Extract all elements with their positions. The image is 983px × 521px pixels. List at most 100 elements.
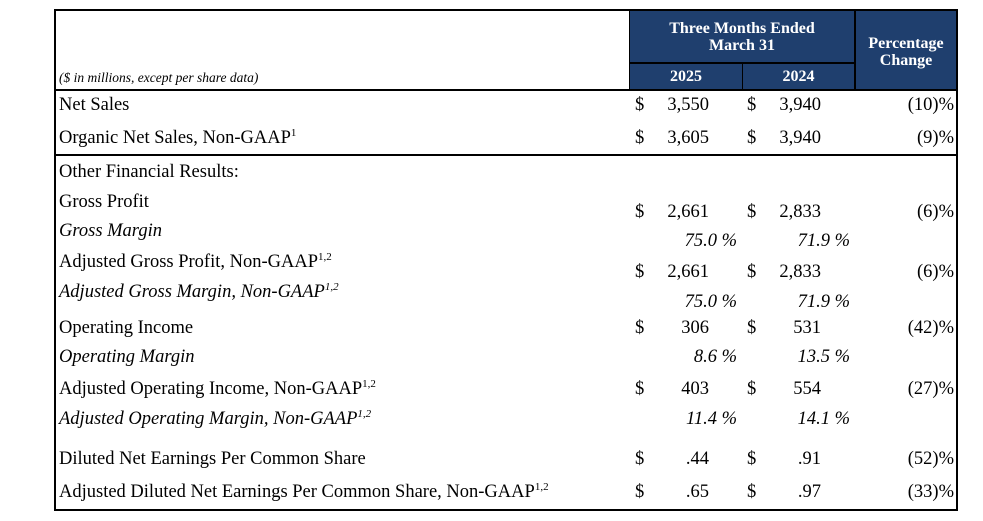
dollar-sign-2024: $ bbox=[747, 202, 757, 222]
row-label: Gross Profit bbox=[59, 192, 149, 213]
value-2025: 75.0 % bbox=[684, 292, 737, 312]
year-prior-header: 2024 bbox=[743, 64, 854, 89]
percentage-change: (52)% bbox=[907, 449, 954, 469]
value-2024: 554 bbox=[793, 379, 821, 399]
dollar-sign-2025: $ bbox=[635, 262, 645, 282]
row-label-text: Net Sales bbox=[59, 95, 130, 115]
dollar-sign-2024: $ bbox=[747, 95, 757, 115]
row-label-text: Operating Income bbox=[59, 318, 194, 338]
table-row: Adjusted Gross Profit, Non-GAAP1,2 $2,661… bbox=[56, 251, 956, 282]
row-label: Adjusted Operating Margin, Non-GAAP1,2 bbox=[59, 408, 372, 430]
footnote-marker: 1,2 bbox=[318, 251, 332, 263]
percentage-change: (33)% bbox=[907, 482, 954, 502]
row-label: Organic Net Sales, Non-GAAP1 bbox=[59, 127, 297, 149]
row-label: Adjusted Gross Margin, Non-GAAP1,2 bbox=[59, 281, 339, 303]
row-label: Net Sales bbox=[59, 95, 129, 116]
value-2024: 71.9 % bbox=[797, 231, 850, 251]
row-label: Gross Margin bbox=[59, 221, 162, 242]
dollar-sign-2024: $ bbox=[747, 482, 757, 502]
dollar-sign-2024: $ bbox=[747, 449, 757, 469]
dollar-sign-2025: $ bbox=[635, 318, 645, 338]
footnote-marker: 1,2 bbox=[324, 281, 339, 293]
value-2025: 2,661 bbox=[667, 262, 709, 282]
row-label: Operating Income bbox=[59, 318, 193, 339]
table-row: Operating Margin 8.6 % 13.5 % bbox=[56, 347, 956, 377]
value-2024: 531 bbox=[793, 318, 821, 338]
table-row: Gross Profit $2,661 $2,833 (6)% bbox=[56, 192, 956, 222]
units-note: ($ in millions, except per share data) bbox=[59, 70, 259, 85]
value-2025: 3,605 bbox=[667, 128, 709, 148]
dollar-sign-2025: $ bbox=[635, 128, 645, 148]
row-label-text: Adjusted Gross Profit, Non-GAAP bbox=[59, 252, 318, 272]
value-2024: 2,833 bbox=[779, 202, 821, 222]
dollar-sign-2024: $ bbox=[747, 379, 757, 399]
row-label-text: Organic Net Sales, Non-GAAP bbox=[59, 128, 291, 148]
footnote-marker: 1,2 bbox=[362, 378, 376, 390]
value-2025: .44 bbox=[685, 449, 709, 469]
dollar-sign-2025: $ bbox=[635, 449, 645, 469]
row-label-text: Adjusted Operating Income, Non-GAAP bbox=[59, 379, 363, 399]
table-row: Other Financial Results: bbox=[56, 162, 956, 192]
value-2024: 71.9 % bbox=[797, 292, 850, 312]
dollar-sign-2025: $ bbox=[635, 95, 645, 115]
value-2025: 306 bbox=[681, 318, 709, 338]
dollar-sign-2025: $ bbox=[635, 482, 645, 502]
value-2025: 11.4 % bbox=[685, 409, 737, 429]
percentage-change: (6)% bbox=[917, 202, 954, 222]
dollar-sign-2025: $ bbox=[635, 202, 645, 222]
percentage-change: (10)% bbox=[907, 95, 954, 115]
table-row: Net Sales $3,550 $3,940 (10)% bbox=[56, 95, 956, 125]
dollar-sign-2024: $ bbox=[747, 318, 757, 338]
dollar-sign-2025: $ bbox=[635, 379, 645, 399]
value-2024: 2,833 bbox=[779, 262, 821, 282]
section-divider bbox=[56, 154, 956, 156]
row-label-text: Gross Profit bbox=[59, 192, 149, 212]
table-row: Diluted Net Earnings Per Common Share $ .4… bbox=[56, 449, 956, 479]
table-row: Operating Income $306 $531 (42)% bbox=[56, 318, 956, 348]
footnote-marker: 1,2 bbox=[534, 481, 549, 493]
row-label-text: Diluted Net Earnings Per Common Share bbox=[59, 449, 366, 469]
value-2025: 8.6 % bbox=[693, 347, 737, 367]
value-2025: 403 bbox=[681, 379, 709, 399]
percentage-change: (27)% bbox=[907, 379, 954, 399]
row-label: Operating Margin bbox=[59, 347, 195, 368]
year-current-header: 2025 bbox=[630, 64, 742, 89]
dollar-sign-2024: $ bbox=[747, 262, 757, 282]
row-label-text: Other Financial Results: bbox=[59, 162, 239, 182]
period-header: Three Months Ended March 31 bbox=[630, 11, 854, 62]
row-label: Adjusted Operating Income, Non-GAAP1,2 bbox=[59, 378, 376, 400]
row-label-text: Adjusted Diluted Net Earnings Per Common… bbox=[59, 482, 535, 502]
value-2025: .65 bbox=[685, 482, 709, 502]
value-2024: 3,940 bbox=[779, 128, 821, 148]
value-2024: 13.5 % bbox=[797, 347, 850, 367]
table-row: Adjusted Gross Margin, Non-GAAP1,2 75.0 %… bbox=[56, 281, 956, 312]
header-divider bbox=[56, 89, 956, 91]
value-2024: 3,940 bbox=[779, 95, 821, 115]
percentage-change-header: Percentage Change bbox=[856, 11, 956, 89]
percentage-change: (9)% bbox=[917, 128, 954, 148]
value-2025: 2,661 bbox=[667, 202, 709, 222]
row-label: Diluted Net Earnings Per Common Share bbox=[59, 449, 366, 470]
value-2024: 14.1 % bbox=[797, 409, 850, 429]
footnote-marker: 1,2 bbox=[357, 408, 372, 420]
row-label-text: Operating Margin bbox=[59, 347, 195, 367]
dollar-sign-2024: $ bbox=[747, 128, 757, 148]
row-label-text: Adjusted Gross Margin, Non-GAAP bbox=[59, 282, 325, 302]
percentage-change: (6)% bbox=[917, 262, 954, 282]
value-2025: 75.0 % bbox=[684, 231, 737, 251]
table-row: Adjusted Operating Income, Non-GAAP1,2 $4… bbox=[56, 378, 956, 409]
value-2025: 3,550 bbox=[667, 95, 709, 115]
value-2024: .91 bbox=[797, 449, 821, 469]
percentage-change: (42)% bbox=[907, 318, 954, 338]
row-label: Other Financial Results: bbox=[59, 162, 239, 183]
table-row: Adjusted Operating Margin, Non-GAAP1,2 11… bbox=[56, 408, 956, 439]
row-label-text: Gross Margin bbox=[59, 221, 162, 241]
table-row: Adjusted Diluted Net Earnings Per Common… bbox=[56, 481, 956, 512]
table-row: Gross Margin 75.0 % 71.9 % bbox=[56, 221, 956, 251]
table-row: Organic Net Sales, Non-GAAP1 $3,605 $3,940… bbox=[56, 127, 956, 158]
footnote-marker: 1 bbox=[290, 127, 297, 139]
value-2024: .97 bbox=[797, 482, 821, 502]
row-label-text: Adjusted Operating Margin, Non-GAAP bbox=[59, 409, 358, 429]
row-label: Adjusted Diluted Net Earnings Per Common… bbox=[59, 481, 549, 503]
financial-results-table: Three Months Ended March 31 2025 2024 Pe… bbox=[54, 9, 958, 511]
